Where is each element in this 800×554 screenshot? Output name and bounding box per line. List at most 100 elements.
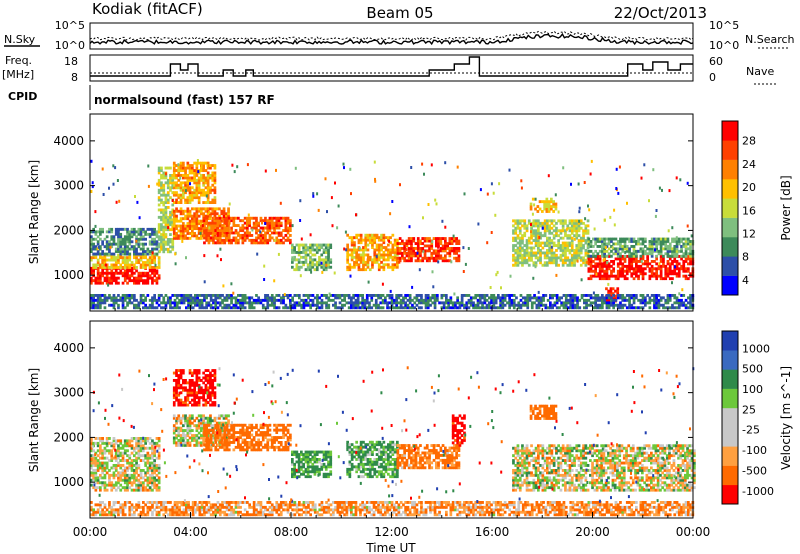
velocity-cell (99, 451, 102, 455)
power-cell (624, 250, 627, 254)
power-cell (155, 230, 159, 234)
power-cell (541, 241, 545, 245)
power-cell (191, 193, 194, 197)
power-cell (537, 306, 541, 310)
power-cell (221, 224, 224, 227)
velocity-cell (177, 398, 181, 402)
power-cell (197, 201, 201, 204)
velocity-cell (126, 469, 129, 472)
power-cell (179, 198, 183, 202)
power-cell (623, 296, 627, 300)
power-cell (153, 271, 156, 275)
power-cell (657, 301, 661, 305)
power-cell (410, 237, 413, 240)
power-cell (555, 298, 559, 302)
power-cell (557, 244, 560, 247)
power-cell (350, 248, 354, 252)
power-cell (179, 234, 183, 238)
power-cell (517, 303, 521, 307)
power-cell (508, 294, 511, 297)
power-cell (477, 222, 480, 226)
power-cell (375, 246, 379, 249)
power-cell (268, 219, 272, 223)
power-cell (447, 301, 450, 305)
power-cell (206, 171, 210, 175)
power-cell (534, 256, 538, 260)
power-cell (128, 256, 132, 260)
power-cell (596, 237, 600, 241)
power-cell (153, 258, 156, 262)
power-cell (166, 191, 170, 195)
power-cell (523, 226, 527, 230)
power-cell (222, 284, 225, 288)
power-cell (195, 234, 199, 238)
power-cell (630, 260, 634, 263)
velocity-cell (119, 473, 123, 477)
power-cell (144, 266, 147, 269)
power-cell (348, 236, 352, 240)
power-cell (157, 223, 161, 227)
power-cell (370, 306, 374, 310)
power-cell (664, 240, 668, 243)
power-cell (395, 298, 398, 302)
power-cell (171, 247, 175, 251)
power-cell (648, 252, 652, 256)
velocity-cell (142, 439, 145, 443)
power-cell (684, 242, 688, 246)
power-cell (607, 303, 611, 307)
power-cell (212, 238, 215, 242)
power-cell (664, 252, 668, 256)
power-cell (92, 237, 95, 241)
power-cell (169, 220, 172, 224)
power-cell (664, 242, 668, 246)
power-cell (195, 209, 199, 213)
power-cell (291, 296, 294, 300)
power-cell (382, 238, 386, 242)
power-cell (422, 301, 426, 305)
power-cell (171, 240, 175, 244)
velocity-cell (99, 464, 102, 467)
power-cell (186, 188, 190, 192)
power-cell (559, 249, 563, 252)
power-cell (592, 306, 595, 310)
velocity-cell (144, 446, 147, 450)
velocity-cell (130, 446, 134, 450)
velocity-cell (130, 459, 134, 462)
power-cell (156, 182, 159, 186)
power-cell (108, 227, 111, 231)
power-cell (664, 237, 668, 241)
power-cell (282, 241, 285, 245)
power-cell (151, 237, 154, 241)
power-cell (160, 228, 163, 232)
power-cell (306, 246, 310, 249)
power-cell (388, 306, 392, 310)
power-cell (498, 182, 501, 186)
power-cell (237, 298, 240, 302)
power-cell (162, 228, 166, 232)
power-cell (322, 294, 326, 297)
power-cell (534, 253, 538, 257)
power-cell (450, 260, 453, 264)
power-cell (666, 237, 670, 241)
power-cell (410, 239, 413, 243)
power-cell (94, 263, 98, 267)
power-cell (169, 188, 172, 192)
power-cell (539, 258, 542, 262)
velocity-cell (184, 381, 187, 385)
power-cell (350, 253, 354, 257)
power-cell (584, 258, 588, 262)
power-cell (402, 306, 405, 310)
power-cell (350, 301, 353, 305)
power-cell (537, 234, 540, 238)
power-cell (197, 219, 201, 223)
power-cell (160, 193, 163, 197)
power-cell (367, 280, 370, 284)
power-cell (186, 181, 190, 185)
velocity-cell (151, 488, 154, 492)
power-cell (112, 237, 116, 241)
power-cell (396, 243, 399, 247)
power-cell (456, 306, 459, 310)
power-cell (350, 258, 354, 262)
power-cell (105, 247, 109, 251)
power-cell (641, 269, 645, 273)
